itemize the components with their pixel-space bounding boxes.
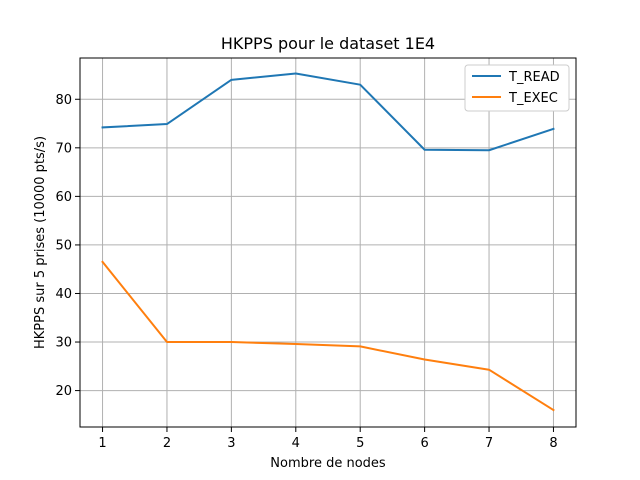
chart-title: HKPPS pour le dataset 1E4 [221,34,435,53]
legend: T_READ T_EXEC [464,64,570,112]
y-axis-ticks: 20 30 40 50 60 70 80 [55,93,80,399]
legend-label-t-read: T_READ [508,70,560,85]
y-tick-label: 70 [55,141,72,156]
x-tick-label: 5 [356,436,364,451]
x-tick-label: 8 [549,436,557,451]
series-line-t-exec [101,260,555,412]
legend-label-t-exec: T_EXEC [508,91,558,106]
grid-lines [80,58,576,427]
x-tick-label: 6 [420,436,428,451]
series-line-t-read [101,72,555,152]
y-axis-label: HKPPS sur 5 prises (10000 pts/s) [33,136,48,349]
x-tick-label: 4 [292,436,300,451]
x-axis-label: Nombre de nodes [270,456,386,471]
x-tick-label: 7 [485,436,493,451]
y-tick-label: 50 [55,238,72,253]
y-tick-label: 60 [55,190,72,205]
y-tick-label: 30 [55,336,72,351]
plot-frame [79,57,577,428]
x-tick-label: 3 [227,436,235,451]
y-tick-label: 40 [55,287,72,302]
y-tick-label: 20 [55,384,72,399]
series-lines [101,72,555,412]
x-axis-ticks: 1 2 3 4 5 6 7 8 [98,427,558,451]
y-tick-label: 80 [55,93,72,108]
x-tick-label: 1 [98,436,106,451]
x-tick-label: 2 [163,436,171,451]
